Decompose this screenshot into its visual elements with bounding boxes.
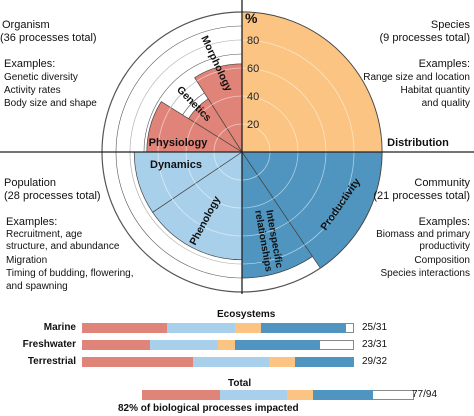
species-example: Habitat quantity (400, 85, 471, 96)
species-example: Range size and location (363, 72, 470, 83)
bar-value-label: 25/31 (362, 322, 388, 333)
bar-row-label: Marine (43, 322, 76, 333)
organism-example: Activity rates (4, 85, 61, 96)
bar-segment-species (269, 357, 295, 367)
sector-distribution (241, 11, 383, 153)
population-example: Migration (6, 255, 48, 266)
organism-example: Genetic diversity (4, 72, 78, 83)
bar-value-label: 29/32 (362, 356, 388, 367)
community-total: (21 processes total) (373, 190, 470, 202)
community-example: Species interactions (380, 268, 471, 279)
population-example: Recruitment, age (6, 229, 83, 240)
unit-label: % (245, 10, 258, 26)
organism-title: Organism (2, 19, 50, 31)
community-title: Community (414, 177, 470, 189)
community-example: Composition (414, 255, 470, 266)
species-example: and quality (421, 98, 470, 109)
radial-tick-label: 80 (247, 35, 259, 47)
bar-segment-population (192, 357, 269, 367)
bar-value-label: 77/94 (412, 389, 438, 400)
bar-segment-community (312, 390, 374, 400)
bar-segment-organism (142, 390, 221, 400)
organism-examples-label: Examples: (4, 58, 56, 70)
population-total: (28 processes total) (4, 190, 101, 202)
bar-segment-species (235, 323, 261, 333)
radial-tick-label: 20 (247, 119, 259, 131)
bar-segment-organism (82, 357, 193, 367)
species-total: (9 processes total) (379, 32, 470, 44)
population-example: structure, and abundance (6, 241, 120, 252)
organism-total: (36 processes total) (0, 32, 97, 44)
bar-row-label: Terrestrial (27, 356, 76, 367)
bar-segment-organism (82, 323, 167, 333)
population-example: Timing of budding, flowering, (6, 268, 134, 279)
species-title: Species (430, 19, 470, 31)
population-example: and spawning (6, 281, 68, 292)
bar-segment-species (286, 390, 313, 400)
sector-label: Physiology (149, 137, 209, 149)
bar-segment-community (235, 340, 320, 350)
total-caption: 82% of biological processes impacted (118, 403, 299, 414)
bar-segment-organism (82, 340, 150, 350)
bar-row-label: Freshwater (22, 339, 76, 350)
bar-value-label: 23/31 (362, 339, 388, 350)
population-title: Population (4, 177, 56, 189)
ecosystems-title: Ecosystems (217, 309, 276, 320)
population-examples-label: Examples: (6, 216, 58, 228)
sector-label: Dynamics (150, 159, 202, 171)
bar-segment-community (260, 323, 346, 333)
sector-label: Distribution (387, 137, 449, 149)
community-examples-label: Examples: (418, 216, 470, 228)
radial-tick-label: 60 (247, 63, 259, 75)
radial-tick-label: 40 (247, 91, 259, 103)
organism-example: Body size and shape (4, 98, 97, 109)
bar-segment-population (167, 323, 235, 333)
bar-segment-population (220, 390, 287, 400)
community-example: productivity (419, 241, 470, 252)
total-title: Total (228, 378, 252, 389)
bar-segment-species (218, 340, 235, 350)
sector-productivity (241, 151, 383, 269)
species-examples-label: Examples: (418, 58, 470, 70)
bar-segment-community (294, 357, 354, 367)
bar-segment-population (150, 340, 218, 350)
community-example: Biomass and primary (376, 229, 470, 240)
